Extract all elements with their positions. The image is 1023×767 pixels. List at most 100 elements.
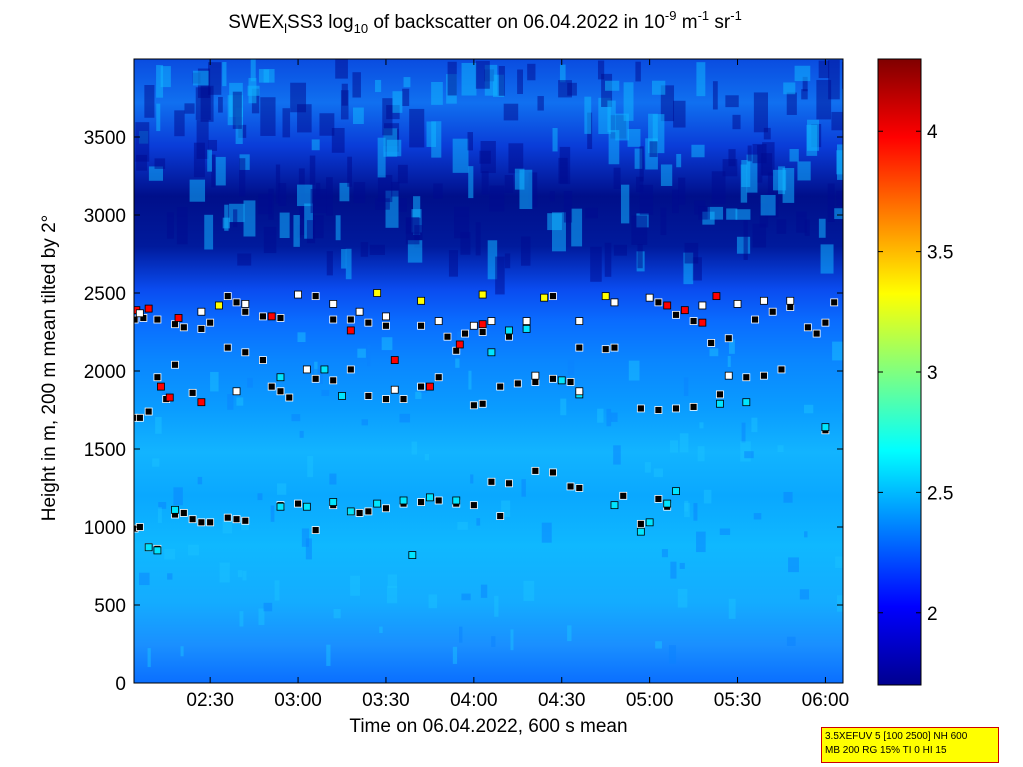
heatmap-cell (692, 257, 702, 281)
heatmap-cell (386, 585, 398, 604)
heatmap-cell (247, 377, 253, 388)
data-marker (276, 387, 285, 396)
data-marker (531, 466, 540, 475)
heatmap-cell (789, 148, 799, 162)
heatmap-cell (331, 128, 345, 153)
heatmap-cell (841, 61, 843, 89)
marker-series (134, 466, 672, 553)
heatmap-cell (236, 397, 244, 406)
heatmap-cell (794, 65, 811, 82)
data-marker (373, 289, 382, 297)
heatmap-cell (504, 175, 514, 193)
data-marker (399, 496, 408, 505)
heatmap-cell (801, 89, 808, 100)
info-line-1: 3.5XEFUV 5 [100 2500] NH 600 (825, 731, 968, 742)
data-marker (267, 312, 276, 321)
heatmap-cell (386, 139, 402, 157)
data-marker (549, 468, 557, 477)
heatmap-cell (156, 65, 164, 98)
heatmap-cell (224, 204, 229, 231)
heatmap-cell (260, 97, 276, 136)
heatmap-cell (403, 77, 411, 88)
heatmap-cell (457, 331, 465, 343)
heatmap-cell (487, 240, 498, 280)
heatmap-cell (310, 188, 327, 214)
data-marker (777, 365, 786, 374)
heatmap-cell (350, 575, 361, 596)
colorbar-tick-label: 2 (927, 604, 938, 625)
data-marker (821, 423, 830, 432)
heatmap-cell (282, 108, 291, 138)
data-marker (188, 388, 197, 397)
data-marker (346, 326, 355, 335)
data-marker (241, 307, 250, 316)
heatmap-cell (263, 602, 273, 612)
data-marker (549, 374, 557, 383)
data-marker (654, 406, 663, 414)
heatmap-cell (519, 169, 533, 210)
x-tick-label: 03:30 (362, 690, 410, 711)
heatmap-cell (552, 128, 558, 152)
data-marker (188, 515, 197, 524)
heatmap-cell (677, 588, 688, 608)
data-marker (689, 402, 698, 411)
data-marker (285, 393, 294, 402)
heatmap-cell (707, 206, 724, 220)
data-marker (540, 293, 549, 302)
heatmap-cell (326, 251, 333, 276)
heatmap-cell (424, 453, 430, 461)
title-prefix: SWEX (228, 12, 285, 33)
heatmap-cell (635, 176, 644, 193)
data-marker (426, 493, 434, 502)
heatmap-cell (277, 483, 287, 495)
heatmap-cell (387, 574, 398, 589)
heatmap-cell (270, 505, 275, 522)
data-marker (759, 296, 768, 305)
data-marker (382, 321, 390, 330)
heatmap-cell (828, 60, 840, 100)
data-marker (241, 516, 250, 525)
heatmap-cell (311, 139, 320, 151)
heatmap-cell (157, 507, 162, 523)
heatmap-cell (397, 164, 408, 184)
heatmap-cell (188, 544, 199, 556)
heatmap-cell (494, 595, 499, 617)
heatmap-cell (639, 146, 644, 182)
heatmap-cell (732, 114, 741, 130)
marker-series (215, 289, 610, 310)
y-tick-label: 2500 (84, 284, 126, 305)
y-axis: 0 500 1000 1500 2000 2500 3000 3500 (84, 128, 843, 695)
data-marker (698, 301, 707, 310)
heatmap-cell (399, 413, 411, 423)
data-marker (672, 487, 680, 496)
heatmap-cell (751, 417, 758, 433)
data-marker (399, 395, 408, 403)
data-marker (513, 379, 522, 388)
heatmap-cell (752, 143, 767, 164)
heatmap-cell (219, 562, 230, 583)
heatmap-cell (655, 641, 662, 649)
heatmap-cell (321, 389, 330, 396)
y-tick-label: 2000 (84, 362, 126, 383)
heatmap-cell (567, 359, 575, 376)
data-marker (645, 518, 654, 527)
colorbar-tick-label: 3 (927, 363, 938, 384)
data-marker (733, 300, 742, 308)
heatmap-cell (481, 171, 489, 195)
heatmap-cell (379, 626, 383, 634)
heatmap-cell (661, 549, 668, 558)
heatmap-cell (237, 253, 252, 266)
heatmap-cell (415, 391, 422, 399)
heatmap-cell (398, 198, 407, 212)
heatmap-cell (237, 570, 243, 578)
x-tick-label: 05:00 (626, 690, 674, 711)
heatmap-cell (329, 473, 337, 485)
heatmap-cell (176, 207, 188, 245)
heatmap-cell (335, 215, 341, 241)
colorbar-tick-label: 4 (927, 122, 938, 143)
heatmap-cell (152, 458, 160, 467)
y-tick-label: 3500 (84, 128, 126, 149)
heatmap-cell (257, 493, 263, 501)
heatmap-cell (468, 166, 474, 199)
